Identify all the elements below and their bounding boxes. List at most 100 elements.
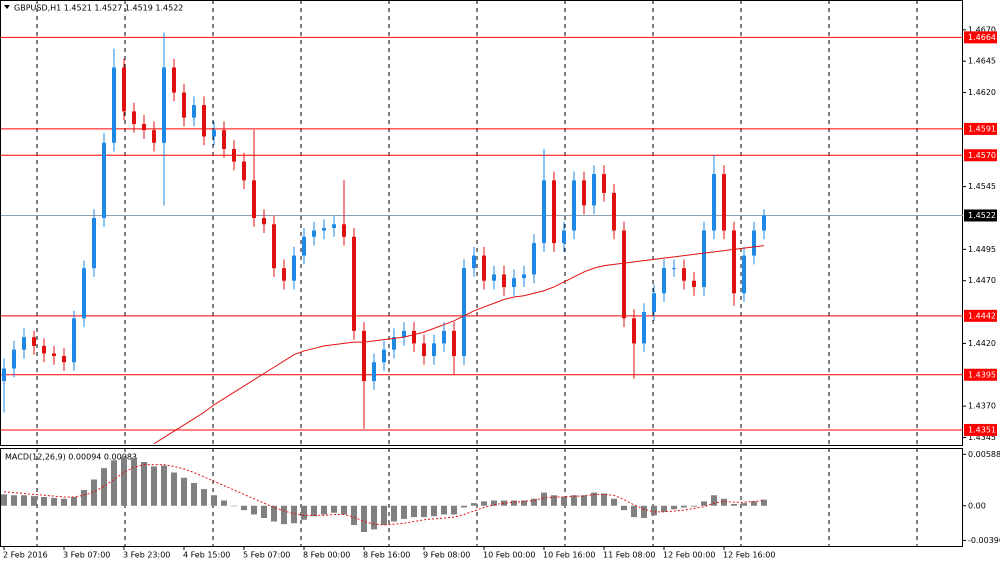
macd-bar bbox=[171, 472, 177, 506]
level-label-box bbox=[964, 149, 997, 162]
macd-bar bbox=[191, 483, 197, 506]
macd-bar bbox=[361, 505, 367, 532]
chart-title: GBPUSD,H1 1.4521 1.4527 1.4519 1.4522 bbox=[14, 4, 183, 13]
macd-bar bbox=[401, 505, 407, 519]
candle-body bbox=[352, 236, 356, 331]
macd-bar bbox=[351, 505, 357, 525]
candle-body bbox=[372, 362, 376, 382]
candle-body bbox=[682, 268, 686, 281]
macd-bar bbox=[211, 495, 217, 506]
macd-bar bbox=[301, 505, 307, 520]
candle-body bbox=[242, 161, 246, 181]
macd-bar bbox=[561, 497, 567, 506]
candle-body bbox=[602, 174, 606, 193]
candle-body bbox=[742, 255, 746, 294]
macd-bar bbox=[291, 505, 297, 524]
x-tick-label: 12 Feb 00:00 bbox=[663, 551, 715, 560]
y-tick-label: 1.4495 bbox=[968, 245, 996, 254]
macd-bar bbox=[101, 468, 107, 506]
candle-body bbox=[342, 224, 346, 237]
macd-bar bbox=[151, 466, 157, 506]
macd-bar bbox=[691, 505, 697, 507]
candle-body bbox=[702, 230, 706, 287]
macd-bar bbox=[221, 500, 227, 506]
candle-body bbox=[22, 337, 26, 350]
macd-label: MACD(12,26,9) 0.00094 0.00083 bbox=[5, 453, 137, 462]
candle-body bbox=[192, 105, 196, 118]
y-tick-label: 1.4670 bbox=[968, 25, 996, 34]
y-tick-label: 1.4645 bbox=[968, 57, 996, 66]
candle-body bbox=[312, 230, 316, 237]
level-label-box bbox=[964, 122, 997, 135]
macd-bar bbox=[391, 505, 397, 522]
macd-bar bbox=[701, 501, 707, 506]
level-label: 1.4664 bbox=[968, 33, 996, 42]
current-price-box bbox=[964, 209, 997, 222]
candle-body bbox=[622, 230, 626, 319]
macd-bar bbox=[741, 503, 747, 506]
macd-bar bbox=[131, 457, 137, 506]
candle-body bbox=[382, 349, 386, 363]
level-label: 1.4591 bbox=[968, 124, 996, 133]
y-tick-label: 1.4470 bbox=[968, 276, 996, 285]
candle-body bbox=[122, 67, 126, 112]
macd-bar bbox=[601, 493, 607, 506]
macd-bar bbox=[21, 495, 27, 506]
candle-body bbox=[482, 255, 486, 281]
x-tick-label: 5 Feb 07:00 bbox=[243, 551, 290, 560]
macd-bar bbox=[661, 505, 667, 512]
macd-bar bbox=[381, 505, 387, 525]
y-tick-label: 1.4345 bbox=[968, 433, 996, 442]
candle-body bbox=[102, 142, 106, 218]
macd-bar bbox=[481, 501, 487, 506]
candle-body bbox=[252, 180, 256, 218]
macd-bar bbox=[541, 492, 547, 506]
macd-bar bbox=[161, 465, 167, 506]
x-tick-label: 9 Feb 08:00 bbox=[423, 551, 470, 560]
macd-bar bbox=[281, 505, 287, 525]
level-label-box bbox=[964, 368, 997, 381]
macd-panel bbox=[0, 448, 963, 547]
macd-bar bbox=[521, 500, 527, 506]
level-label-box bbox=[964, 423, 997, 436]
candle-body bbox=[422, 343, 426, 356]
candle-body bbox=[572, 180, 576, 231]
macd-bar bbox=[111, 460, 117, 506]
macd-bar bbox=[231, 505, 237, 507]
macd-bar bbox=[721, 498, 727, 506]
candle-body bbox=[412, 330, 416, 344]
candle-body bbox=[592, 174, 596, 206]
macd-y-tick-label: 0.00 bbox=[968, 501, 986, 510]
moving-average bbox=[153, 245, 765, 445]
macd-bar bbox=[621, 505, 627, 511]
macd-bar bbox=[201, 489, 207, 506]
candle-body bbox=[642, 312, 646, 344]
candle-body bbox=[62, 355, 66, 363]
candle-body bbox=[712, 174, 716, 231]
y-tick-label: 1.4420 bbox=[968, 339, 996, 348]
candle-body bbox=[112, 67, 116, 143]
candle-body bbox=[272, 224, 276, 269]
price-panel bbox=[0, 0, 963, 446]
candle-body bbox=[652, 293, 656, 313]
macd-bar bbox=[641, 505, 647, 518]
candle-body bbox=[402, 330, 406, 338]
candle-body bbox=[82, 268, 86, 319]
macd-bar bbox=[341, 505, 347, 515]
candle-body bbox=[132, 111, 136, 124]
macd-bar bbox=[431, 505, 437, 517]
candle-body bbox=[562, 230, 566, 244]
candle-body bbox=[302, 236, 306, 256]
macd-bar bbox=[181, 477, 187, 506]
candle-body bbox=[552, 180, 556, 244]
y-tick-label: 1.4370 bbox=[968, 402, 996, 411]
candle-body bbox=[202, 105, 206, 137]
macd-bar bbox=[241, 505, 247, 511]
macd-bar bbox=[51, 497, 57, 506]
candle-body bbox=[672, 268, 676, 270]
level-label-box bbox=[964, 31, 997, 44]
candle-body bbox=[442, 330, 446, 344]
candle-body bbox=[332, 224, 336, 229]
candle-body bbox=[162, 67, 166, 143]
